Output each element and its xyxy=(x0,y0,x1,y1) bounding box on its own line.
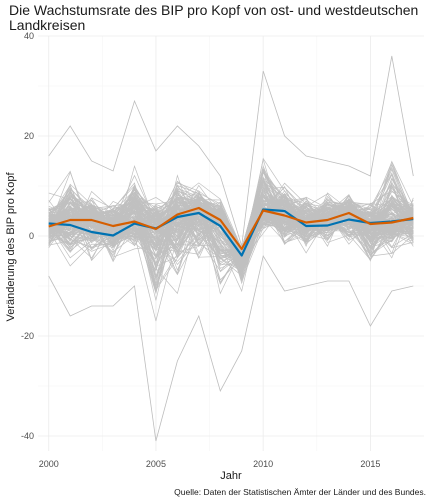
district-line xyxy=(48,195,414,249)
x-tick-label: 2010 xyxy=(253,459,273,469)
series-lines xyxy=(48,206,414,257)
y-tick-label: 0 xyxy=(29,231,34,241)
series-line-2 xyxy=(48,206,414,251)
district-line xyxy=(48,195,414,273)
x-tick-label: 2000 xyxy=(39,459,59,469)
district-line xyxy=(48,184,414,262)
background-lines xyxy=(48,55,414,442)
x-axis-title: Jahr xyxy=(220,470,242,482)
district-line-max xyxy=(48,55,414,247)
y-tick-label: -40 xyxy=(21,431,34,441)
source-caption: Quelle: Daten der Statistischen Ämter de… xyxy=(174,487,426,497)
district-line xyxy=(48,177,414,250)
y-tick-label: 40 xyxy=(24,31,34,41)
x-tick-label: 2005 xyxy=(146,459,166,469)
district-line xyxy=(48,160,414,277)
x-tick-label: 2015 xyxy=(360,459,380,469)
y-tick-label: -20 xyxy=(21,331,34,341)
x-ticks: 2000 2005 2010 2015 xyxy=(39,459,381,469)
y-axis-title: Veränderung des BIP pro Kopf xyxy=(5,172,17,322)
district-line xyxy=(48,197,414,251)
chart-title-line-1: Die Wachstumsrate des BIP pro Kopf von o… xyxy=(9,2,418,18)
y-ticks: -40 -20 0 20 40 xyxy=(21,31,34,441)
district-line-min xyxy=(48,254,414,442)
series-line-1 xyxy=(48,208,414,257)
district-line xyxy=(48,202,414,267)
chart-title-line-2: Landkreisen xyxy=(9,17,85,33)
y-tick-label: 20 xyxy=(24,131,34,141)
